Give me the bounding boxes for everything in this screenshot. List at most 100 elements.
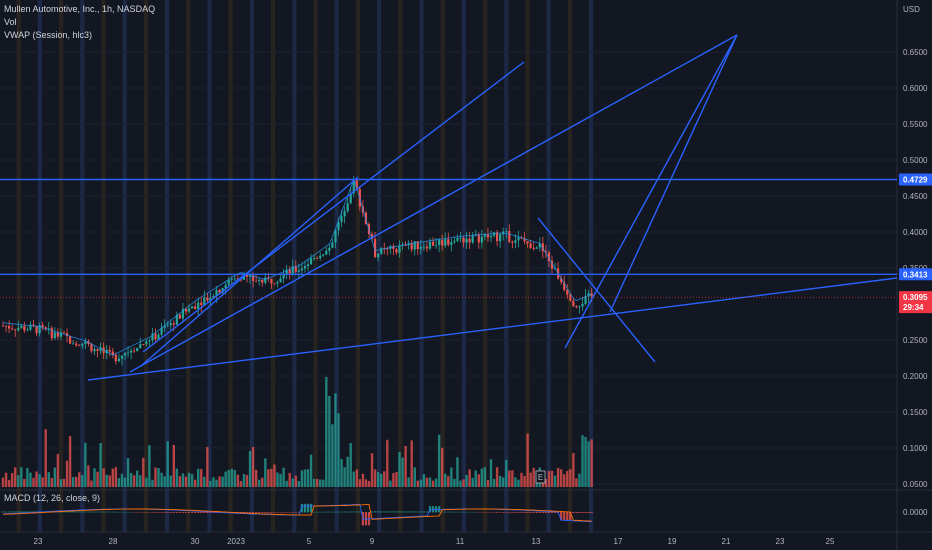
candle-body	[380, 248, 383, 254]
candle	[273, 283, 276, 285]
candle-body	[444, 239, 447, 246]
session-band	[334, 495, 339, 532]
macd-histogram-bar	[465, 511, 468, 513]
volume-bar	[29, 472, 32, 487]
volume-bar	[584, 436, 587, 487]
volume-bar	[410, 440, 413, 487]
candle-body	[96, 349, 99, 351]
volume-bar	[236, 474, 240, 487]
candle-body	[169, 323, 172, 326]
vwap-legend[interactable]: VWAP (Session, hlc3)	[4, 30, 93, 40]
candle	[17, 320, 20, 332]
candle-body	[569, 294, 572, 301]
macd-histogram-bar	[187, 512, 191, 513]
price-tick-label: 0.6000	[903, 84, 928, 93]
volume-bar	[87, 465, 90, 487]
candle	[93, 346, 96, 356]
candle-body	[264, 277, 267, 283]
volume-bar	[7, 479, 11, 487]
volume-bar	[294, 475, 297, 487]
candle	[514, 233, 517, 249]
volume-bar	[566, 471, 569, 487]
macd-histogram-bar	[453, 511, 456, 513]
volume-bar	[459, 480, 462, 487]
volume-bar	[245, 474, 249, 487]
session-band	[355, 495, 360, 532]
candle	[294, 260, 297, 275]
session-band	[271, 0, 276, 495]
volume-bar	[273, 464, 276, 487]
candle-body	[441, 239, 444, 246]
session-band	[292, 0, 297, 495]
candle	[184, 307, 188, 316]
candle-body	[194, 306, 197, 309]
candle-body	[456, 237, 459, 241]
macd-histogram-bar	[584, 512, 587, 513]
symbol-legend[interactable]: Mullen Automotive, Inc., 1h, NASDAQ	[4, 4, 156, 14]
macd-histogram-bar	[212, 512, 215, 513]
macd-legend[interactable]: MACD (12, 26, close, 9)	[4, 493, 101, 503]
macd-histogram-bar	[32, 511, 35, 513]
volume-bar	[312, 478, 316, 487]
trend-line	[609, 34, 738, 313]
volume-bar	[431, 480, 435, 487]
candle-body	[480, 236, 483, 243]
candle	[255, 275, 258, 283]
macd-histogram-bar	[422, 511, 425, 513]
macd-histogram-bar	[261, 512, 264, 513]
candle-body	[282, 274, 285, 279]
candle	[404, 241, 407, 246]
candle-body	[62, 332, 66, 334]
candle	[578, 305, 581, 314]
volume-bar	[367, 480, 371, 487]
macd-histogram-bar	[486, 512, 490, 513]
candle-body	[334, 230, 337, 243]
volume-bar	[148, 445, 151, 487]
candle-body	[53, 332, 56, 339]
price-tick-label: 0.1500	[903, 408, 928, 417]
session-band	[80, 0, 85, 495]
candle-body	[489, 235, 493, 238]
candle	[496, 229, 499, 247]
candle-body	[285, 269, 288, 275]
macd-histogram-bar	[389, 511, 392, 513]
candle	[14, 328, 17, 337]
macd-histogram-bar	[410, 511, 413, 513]
candle	[35, 325, 38, 337]
volume-bar	[572, 453, 575, 487]
candle-body	[291, 266, 294, 274]
volume-bar	[172, 444, 175, 487]
session-band	[546, 0, 551, 495]
volume-bar	[14, 467, 17, 487]
candle-body	[560, 278, 563, 283]
candle	[279, 275, 282, 283]
candle-body	[425, 246, 429, 249]
volume-legend[interactable]: Vol	[4, 17, 17, 27]
candle-body	[322, 254, 325, 256]
macd-histogram-bar	[93, 511, 96, 513]
volume-bar	[303, 469, 307, 487]
volume-bar	[233, 470, 236, 487]
volume-bar	[511, 470, 514, 487]
candle	[114, 352, 117, 365]
macd-histogram-bar	[340, 511, 343, 513]
candle	[456, 234, 459, 243]
volume-bar	[242, 474, 246, 487]
volume-bar	[508, 470, 511, 487]
date-tick-label: 13	[532, 537, 541, 546]
macd-histogram-bar	[200, 512, 203, 513]
candle-body	[300, 268, 303, 271]
candle	[197, 297, 200, 316]
macd-histogram-bar	[319, 511, 322, 513]
volume-bar	[453, 478, 456, 487]
macd-histogram-bar	[352, 511, 355, 513]
volume-bar	[474, 470, 477, 487]
session-band	[186, 495, 191, 532]
candle	[398, 240, 401, 258]
candle	[111, 347, 114, 359]
macd-histogram-bar	[78, 511, 81, 513]
candle	[133, 347, 136, 353]
candle	[297, 263, 300, 279]
